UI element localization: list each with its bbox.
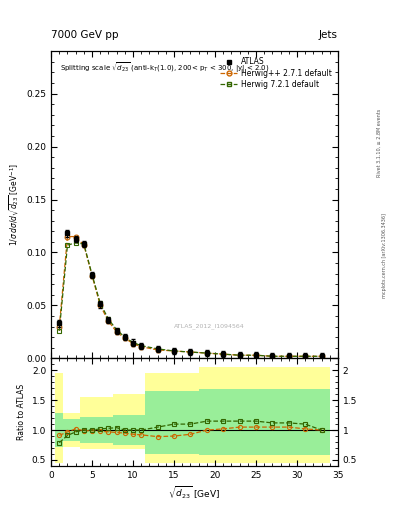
Bar: [145, 391, 166, 454]
Bar: [231, 368, 248, 463]
Bar: [182, 391, 198, 454]
Bar: [129, 415, 145, 445]
Y-axis label: Ratio to ATLAS: Ratio to ATLAS: [17, 384, 26, 440]
Bar: [96, 417, 112, 443]
Bar: [281, 390, 297, 455]
Bar: [198, 368, 231, 463]
Text: Splitting scale $\sqrt{d_{23}}$ (anti-k$_T$(1.0), 200< p$_T$ < 300, |y| < 2.0): Splitting scale $\sqrt{d_{23}}$ (anti-k$…: [60, 60, 269, 75]
Bar: [248, 390, 281, 455]
Y-axis label: $1/\sigma\,d\sigma/d\sqrt{d_{23}}\;[\mathrm{GeV}^{-1}]$: $1/\sigma\,d\sigma/d\sqrt{d_{23}}\;[\mat…: [7, 163, 20, 246]
Text: Rivet 3.1.10, ≥ 2.8M events: Rivet 3.1.10, ≥ 2.8M events: [377, 109, 382, 178]
Bar: [112, 394, 129, 449]
X-axis label: $\sqrt{d_{23}}$ [GeV]: $\sqrt{d_{23}}$ [GeV]: [168, 485, 221, 501]
Bar: [231, 390, 248, 455]
Bar: [198, 390, 231, 455]
Bar: [72, 413, 80, 447]
Bar: [63, 413, 72, 447]
Bar: [80, 397, 96, 449]
Bar: [55, 413, 63, 447]
Bar: [166, 391, 182, 454]
Text: mcplots.cern.ch [arXiv:1306.3436]: mcplots.cern.ch [arXiv:1306.3436]: [382, 214, 387, 298]
Bar: [80, 417, 96, 443]
Bar: [129, 394, 145, 449]
Bar: [63, 419, 72, 441]
Bar: [297, 390, 330, 455]
Bar: [112, 415, 129, 445]
Bar: [248, 368, 281, 463]
Bar: [182, 373, 198, 463]
Bar: [72, 419, 80, 441]
Legend: ATLAS, Herwig++ 2.7.1 default, Herwig 7.2.1 default: ATLAS, Herwig++ 2.7.1 default, Herwig 7.…: [218, 55, 334, 91]
Text: Jets: Jets: [319, 30, 338, 40]
Bar: [166, 373, 182, 463]
Text: ATLAS_2012_I1094564: ATLAS_2012_I1094564: [173, 324, 244, 329]
Bar: [145, 373, 166, 463]
Text: 7000 GeV pp: 7000 GeV pp: [51, 30, 119, 40]
Bar: [281, 368, 297, 463]
Bar: [55, 373, 63, 463]
Bar: [297, 368, 330, 463]
Bar: [96, 397, 112, 449]
